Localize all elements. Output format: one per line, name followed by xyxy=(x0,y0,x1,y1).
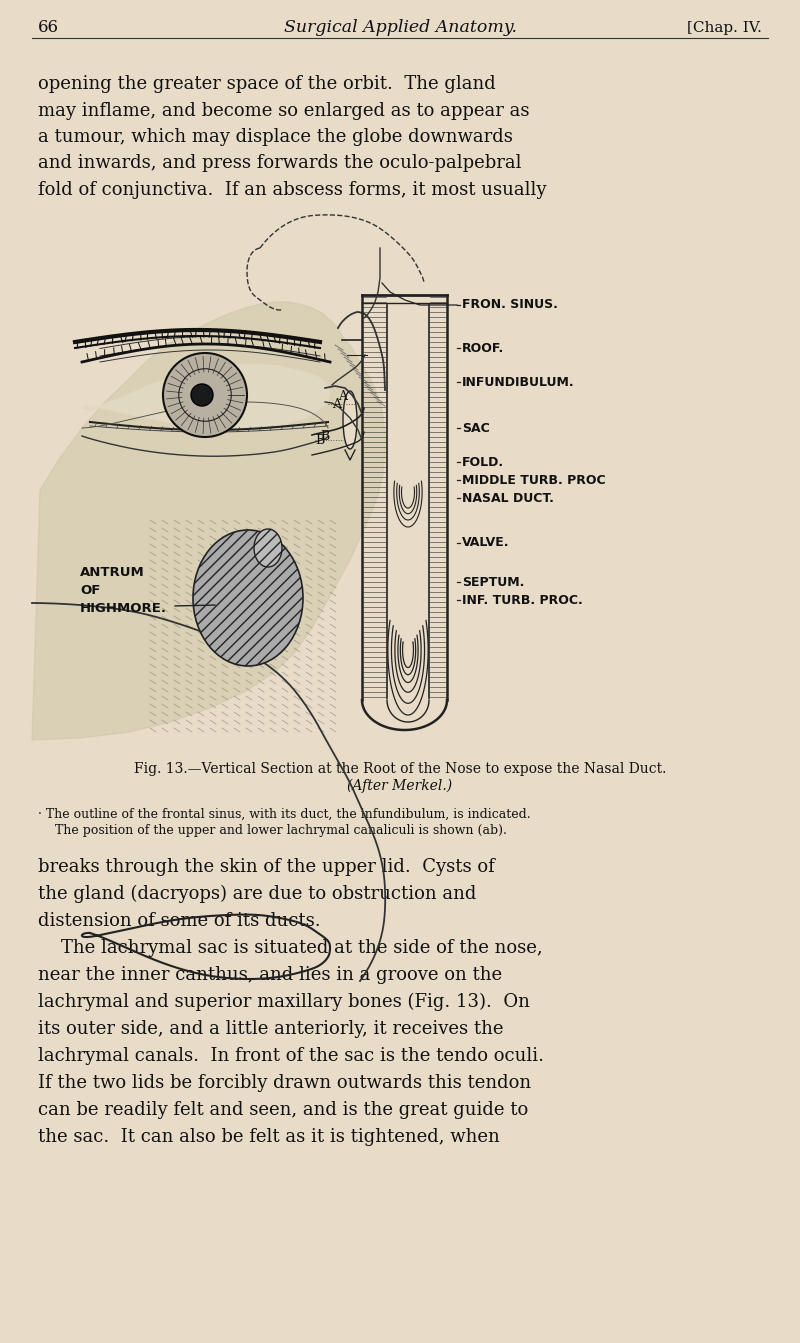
Text: SAC: SAC xyxy=(462,422,490,435)
Text: If the two lids be forcibly drawn outwards this tendon: If the two lids be forcibly drawn outwar… xyxy=(38,1074,531,1092)
Ellipse shape xyxy=(254,529,282,567)
Text: B: B xyxy=(315,434,324,446)
Text: SEPTUM.: SEPTUM. xyxy=(462,576,524,588)
Text: Surgical Applied Anatomy.: Surgical Applied Anatomy. xyxy=(283,20,517,36)
Text: lachrymal canals.  In front of the sac is the tendo oculi.: lachrymal canals. In front of the sac is… xyxy=(38,1048,544,1065)
Text: fold of conjunctiva.  If an abscess forms, it most usually: fold of conjunctiva. If an abscess forms… xyxy=(38,181,546,199)
Text: A: A xyxy=(338,391,347,403)
Text: 66: 66 xyxy=(38,20,59,36)
Text: MIDDLE TURB. PROC: MIDDLE TURB. PROC xyxy=(462,474,606,486)
Text: Fig. 13.—Vertical Section at the Root of the Nose to expose the Nasal Duct.: Fig. 13.—Vertical Section at the Root of… xyxy=(134,761,666,776)
Text: FOLD.: FOLD. xyxy=(462,455,504,469)
Text: ROOF.: ROOF. xyxy=(462,341,504,355)
Text: breaks through the skin of the upper lid.  Cysts of: breaks through the skin of the upper lid… xyxy=(38,858,494,876)
Text: opening the greater space of the orbit.  The gland: opening the greater space of the orbit. … xyxy=(38,75,496,93)
Text: INF. TURB. PROC.: INF. TURB. PROC. xyxy=(462,594,582,607)
Text: can be readily felt and seen, and is the great guide to: can be readily felt and seen, and is the… xyxy=(38,1101,528,1119)
Text: the sac.  It can also be felt as it is tightened, when: the sac. It can also be felt as it is ti… xyxy=(38,1128,500,1146)
Ellipse shape xyxy=(343,391,357,449)
Text: VALVE.: VALVE. xyxy=(462,536,510,549)
Text: FRON. SINUS.: FRON. SINUS. xyxy=(462,298,558,312)
Text: may inflame, and become so enlarged as to appear as: may inflame, and become so enlarged as t… xyxy=(38,102,530,120)
Text: A: A xyxy=(332,398,341,411)
Text: NASAL DUCT.: NASAL DUCT. xyxy=(462,492,554,505)
Polygon shape xyxy=(82,364,330,428)
FancyBboxPatch shape xyxy=(387,305,429,698)
Text: its outer side, and a little anteriorly, it receives the: its outer side, and a little anteriorly,… xyxy=(38,1019,503,1038)
Text: The position of the upper and lower lachrymal canaliculi is shown (ab).: The position of the upper and lower lach… xyxy=(55,825,507,837)
Text: [Chap. IV.: [Chap. IV. xyxy=(687,21,762,35)
Text: near the inner canthus, and lies in a groove on the: near the inner canthus, and lies in a gr… xyxy=(38,966,502,984)
Text: the gland (dacryops) are due to obstruction and: the gland (dacryops) are due to obstruct… xyxy=(38,885,476,904)
Text: · The outline of the frontal sinus, with its duct, the infundibulum, is indicate: · The outline of the frontal sinus, with… xyxy=(38,808,530,821)
Ellipse shape xyxy=(163,353,247,436)
Text: ANTRUM
OF
HIGHMORE.: ANTRUM OF HIGHMORE. xyxy=(80,565,167,615)
Ellipse shape xyxy=(191,384,213,406)
Text: INFUNDIBULUM.: INFUNDIBULUM. xyxy=(462,376,574,388)
Text: B: B xyxy=(320,430,330,442)
Ellipse shape xyxy=(193,530,303,666)
Text: a tumour, which may displace the globe downwards: a tumour, which may displace the globe d… xyxy=(38,128,513,146)
Polygon shape xyxy=(32,302,385,740)
Text: and inwards, and press forwards the oculo-palpebral: and inwards, and press forwards the ocul… xyxy=(38,154,522,172)
Text: distension of some of its ducts.: distension of some of its ducts. xyxy=(38,912,321,929)
Text: lachrymal and superior maxillary bones (Fig. 13).  On: lachrymal and superior maxillary bones (… xyxy=(38,992,530,1011)
Text: (After Merkel.): (After Merkel.) xyxy=(347,779,453,794)
Text: The lachrymal sac is situated at the side of the nose,: The lachrymal sac is situated at the sid… xyxy=(38,939,542,958)
